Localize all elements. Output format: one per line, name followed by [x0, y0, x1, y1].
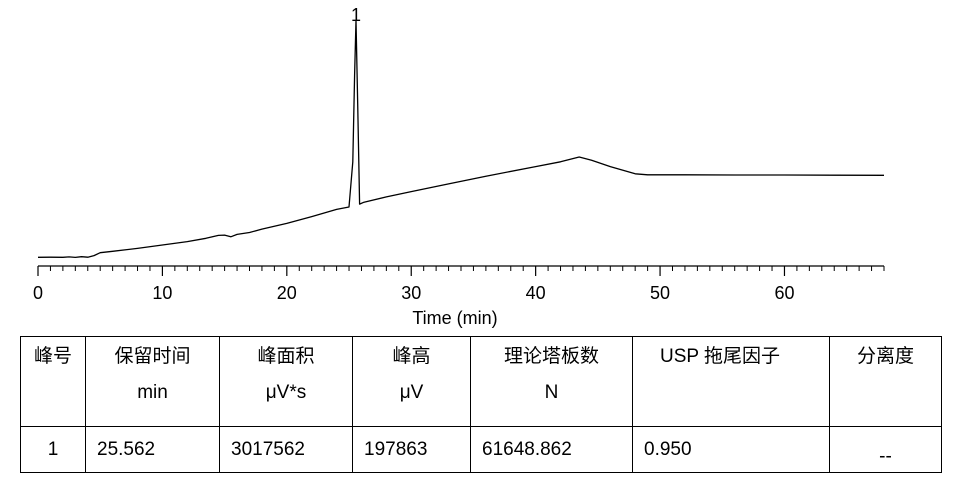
x-tick-label: 60 — [774, 283, 794, 303]
cell-peak-height: 197863 — [352, 426, 471, 473]
header-retention-time: 保留时间 min — [85, 336, 220, 427]
x-tick-label: 50 — [650, 283, 670, 303]
results-table: 峰号 保留时间 min 峰面积 μV*s 峰高 μV 理论塔板数 N USP 拖尾因子 … — [20, 336, 942, 473]
header-resolution: 分离度 — [829, 336, 942, 427]
x-tick-label: 40 — [526, 283, 546, 303]
header-usp-tailing: USP 拖尾因子 — [632, 336, 830, 427]
header-peak-height: 峰高 μV — [352, 336, 471, 427]
plot-area: 1 — [37, 5, 885, 259]
table-row: 1 25.562 3017562 197863 61648.862 0.950 … — [20, 426, 942, 473]
chromatogram-trace — [37, 19, 885, 259]
cell-usp-tailing: 0.950 — [632, 426, 830, 473]
x-tick-label: 10 — [152, 283, 172, 303]
header-peak-number: 峰号 — [20, 336, 86, 427]
x-tick-label: 0 — [33, 283, 43, 303]
peak-label: 1 — [351, 5, 361, 25]
table-header-row: 峰号 保留时间 min 峰面积 μV*s 峰高 μV 理论塔板数 N USP 拖尾因子 … — [20, 336, 942, 427]
x-axis-title: Time (min) — [412, 308, 497, 328]
header-theoretical-plates: 理论塔板数 N — [470, 336, 633, 427]
cell-theoretical-plates: 61648.862 — [470, 426, 633, 473]
x-axis: 0 10 20 30 40 50 60 — [33, 265, 885, 303]
cell-retention-time: 25.562 — [85, 426, 220, 473]
cell-resolution: -- — [829, 426, 942, 473]
x-tick-label: 20 — [277, 283, 297, 303]
header-peak-area: 峰面积 μV*s — [219, 336, 353, 427]
cell-peak-number: 1 — [20, 426, 86, 473]
cell-peak-area: 3017562 — [219, 426, 353, 473]
chromatogram-chart: 1 0 10 20 30 40 50 60 Time (min) — [33, 5, 885, 328]
x-tick-label: 30 — [401, 283, 421, 303]
